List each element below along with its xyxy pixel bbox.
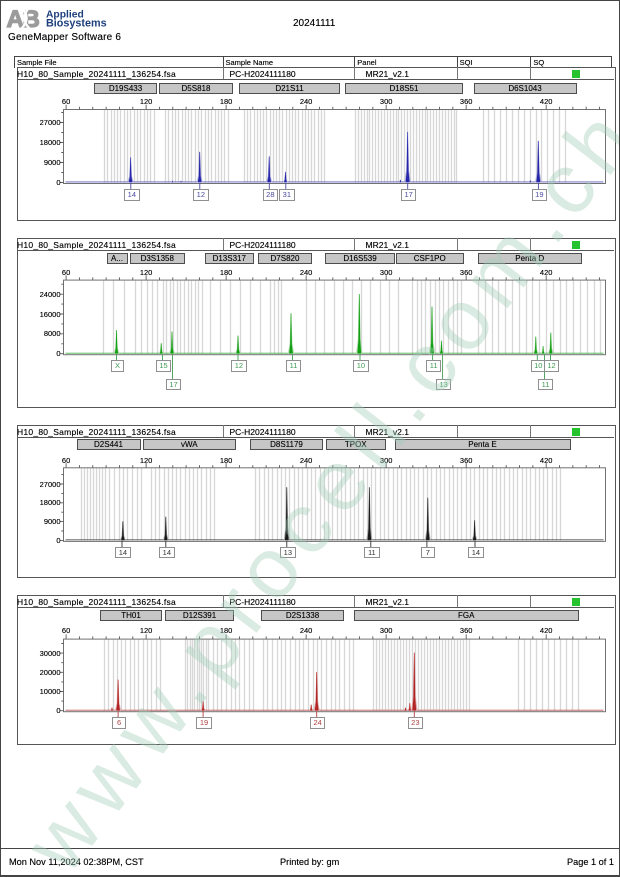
svg-text:A: A bbox=[7, 6, 24, 31]
svg-text:Applied: Applied bbox=[46, 10, 84, 21]
svg-text:Biosystems: Biosystems bbox=[46, 18, 107, 30]
